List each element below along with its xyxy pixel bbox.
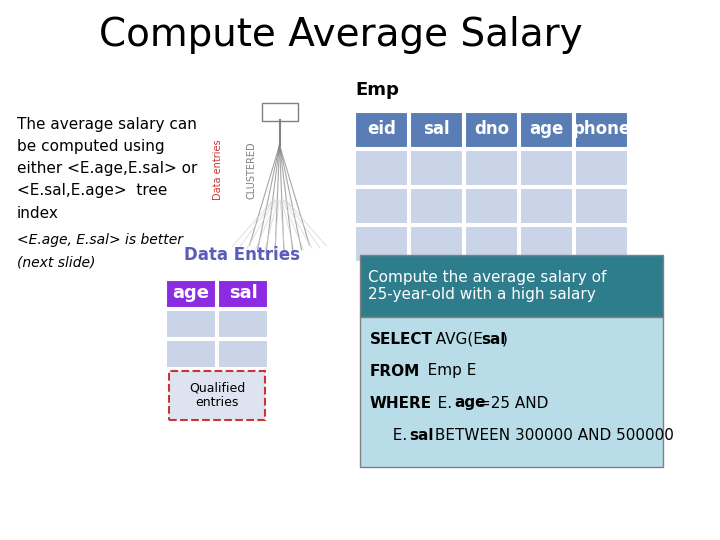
FancyBboxPatch shape	[465, 112, 518, 148]
Text: Data Entries: Data Entries	[184, 246, 300, 264]
FancyBboxPatch shape	[218, 280, 268, 308]
FancyBboxPatch shape	[521, 226, 573, 262]
FancyBboxPatch shape	[360, 255, 663, 317]
FancyBboxPatch shape	[166, 340, 216, 368]
FancyBboxPatch shape	[465, 188, 518, 224]
FancyBboxPatch shape	[465, 150, 518, 186]
FancyBboxPatch shape	[575, 112, 629, 148]
FancyBboxPatch shape	[218, 340, 268, 368]
FancyBboxPatch shape	[166, 310, 216, 338]
Text: Emp E: Emp E	[413, 363, 477, 379]
FancyBboxPatch shape	[410, 150, 464, 186]
FancyBboxPatch shape	[166, 280, 216, 308]
Text: be computed using: be computed using	[17, 139, 165, 154]
Text: E.: E.	[423, 395, 451, 410]
Text: either <E.age,E.sal> or: either <E.age,E.sal> or	[17, 161, 197, 177]
Text: sal: sal	[229, 284, 258, 302]
FancyBboxPatch shape	[218, 310, 268, 338]
FancyBboxPatch shape	[356, 226, 408, 262]
Text: index: index	[17, 206, 59, 220]
FancyBboxPatch shape	[356, 150, 408, 186]
Text: Compute the average salary of
25-year-old with a high salary: Compute the average salary of 25-year-ol…	[368, 270, 606, 302]
Text: E.: E.	[383, 428, 407, 442]
Text: <E.sal,E.age>  tree: <E.sal,E.age> tree	[17, 184, 168, 199]
FancyBboxPatch shape	[168, 371, 266, 420]
Text: Emp: Emp	[356, 81, 399, 99]
Text: <E.age, E.sal> is better: <E.age, E.sal> is better	[17, 233, 183, 247]
FancyBboxPatch shape	[521, 112, 573, 148]
FancyBboxPatch shape	[410, 112, 464, 148]
FancyBboxPatch shape	[521, 188, 573, 224]
FancyBboxPatch shape	[575, 188, 629, 224]
Text: The average salary can: The average salary can	[17, 118, 197, 132]
Text: SELECT: SELECT	[369, 332, 433, 347]
FancyBboxPatch shape	[356, 188, 408, 224]
FancyBboxPatch shape	[521, 150, 573, 186]
Text: sal: sal	[482, 332, 506, 347]
Text: age: age	[530, 120, 564, 138]
Text: age: age	[455, 395, 486, 410]
Text: dno: dno	[474, 120, 509, 138]
Text: eid: eid	[367, 120, 396, 138]
Text: =25 AND: =25 AND	[477, 395, 548, 410]
FancyBboxPatch shape	[575, 226, 629, 262]
Text: age: age	[173, 284, 210, 302]
Text: sal: sal	[423, 120, 450, 138]
FancyBboxPatch shape	[575, 150, 629, 186]
Text: FROM: FROM	[369, 363, 420, 379]
FancyBboxPatch shape	[360, 317, 663, 467]
FancyBboxPatch shape	[465, 226, 518, 262]
Text: Compute Average Salary: Compute Average Salary	[99, 16, 583, 54]
Text: Qualified
entries: Qualified entries	[189, 381, 245, 409]
FancyBboxPatch shape	[410, 226, 464, 262]
Text: BETWEEN 300000 AND 500000: BETWEEN 300000 AND 500000	[431, 428, 674, 442]
Text: sal: sal	[410, 428, 434, 442]
FancyBboxPatch shape	[261, 103, 297, 121]
Text: (next slide): (next slide)	[17, 255, 96, 269]
FancyBboxPatch shape	[356, 112, 408, 148]
Text: WHERE: WHERE	[369, 395, 432, 410]
Text: ): )	[503, 332, 508, 347]
Text: CLUSTERED: CLUSTERED	[246, 141, 256, 199]
Text: AVG(E.: AVG(E.	[426, 332, 488, 347]
Text: phone: phone	[572, 120, 631, 138]
FancyBboxPatch shape	[410, 188, 464, 224]
Text: Data entries: Data entries	[213, 140, 223, 200]
